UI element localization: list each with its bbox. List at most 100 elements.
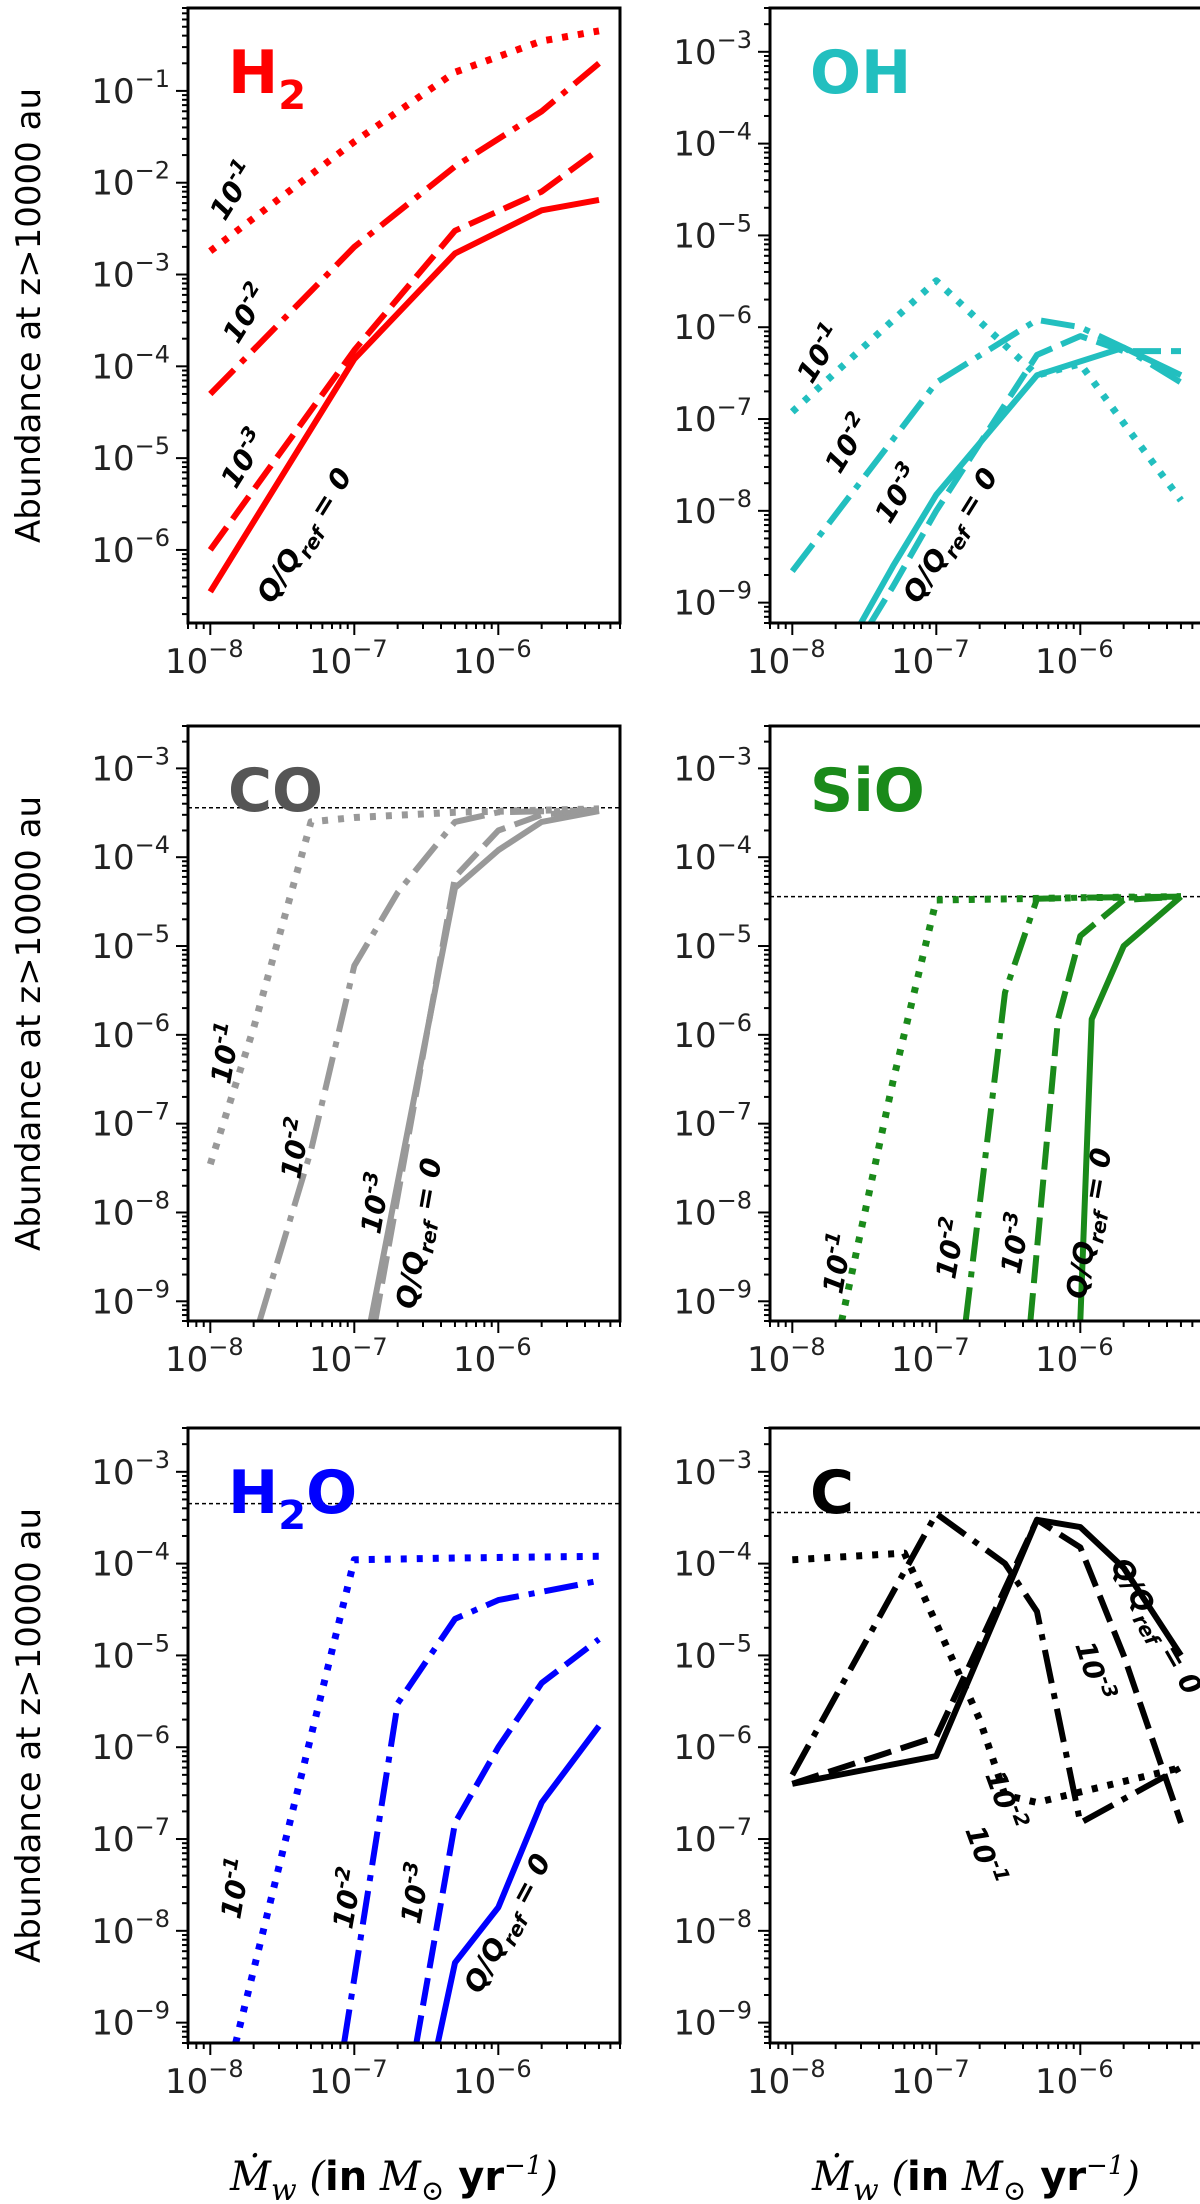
tick-base: 10 [309,642,352,682]
tick-exponent: −5 [135,1629,170,1657]
y-tick-label: 10−5 [91,920,170,967]
tick-exponent: −6 [135,1721,170,1749]
tick-base: 10 [453,2062,496,2102]
tick-base: 10 [673,1636,716,1676]
tick-base: 10 [673,1193,716,1233]
curve-label-exponent: -3 [396,1859,423,1885]
curve-label-q-sub: ref [1084,1207,1114,1245]
x-label-symbol-sub: w [271,2173,297,2204]
tick-exponent: −8 [717,1186,752,1214]
tick-base: 10 [91,164,134,204]
tick-base: 10 [673,125,716,165]
curve-label-exp1: 10-1 [199,154,264,226]
y-tick-label: 10−1 [91,65,170,112]
series-group [789,1510,1184,1826]
y-tick-label: 10−9 [673,1275,752,1322]
tick-exponent: −7 [717,1098,752,1126]
species-title: C [810,1458,854,1528]
tick-base: 10 [891,642,934,682]
tick-base: 10 [673,492,716,532]
tick-base: 10 [91,1016,134,1056]
curve-label-exponent: -1 [216,1854,243,1880]
x-tick-label: 10−6 [1035,635,1114,682]
tick-exponent: −9 [717,1997,752,2025]
tick-exponent: −5 [135,920,170,948]
tick-base: 10 [91,1193,134,1233]
tick-exponent: −4 [717,831,752,859]
y-tick-label: 10−9 [673,577,752,624]
panel-oh: 10−910−810−710−610−510−410−310−8 10−7 10−6… [673,6,1200,682]
curve-label-base: 10 [868,478,917,529]
tick-exponent: −1 [135,65,170,93]
tick-base: 10 [91,1636,134,1676]
species-title-subscript: 2 [278,73,306,119]
panel-co: 10−910−810−710−610−510−410−310−8 10−7 10−6… [9,724,622,1380]
series-line-10-1 [838,893,1182,1321]
species-title: CO [228,756,323,826]
x-tick-label: 10−7 [891,2055,970,2102]
tick-exponent: −6 [1078,1333,1113,1361]
y-tick-label: 10−5 [91,432,170,479]
x-label-open: ( [297,2154,327,2200]
curve-label-q-tail: = 0 [1075,1145,1118,1212]
tick-base: 10 [453,1340,496,1380]
tick-base: 10 [891,2062,934,2102]
tick-exponent: −4 [135,1538,170,1566]
tick-base: 10 [673,308,716,348]
tick-exponent: −6 [717,1009,752,1037]
y-tick-label: 10−3 [91,742,170,789]
tick-base: 10 [673,400,716,440]
y-tick-label: 10−8 [673,485,752,532]
x-label-yr: yr [444,2154,504,2200]
tick-base: 10 [673,1728,716,1768]
y-tick-label: 10−3 [673,742,752,789]
curve-label-q0: Q/Qref = 0 [457,1848,563,2001]
y-tick-label: 10−3 [91,249,170,296]
series-line-10-1 [792,1549,1182,1806]
tick-base: 10 [673,749,716,789]
tick-exponent: −3 [717,1446,752,1474]
tick-base: 10 [747,642,790,682]
tick-base: 10 [91,72,134,112]
curve-label-base: 10 [274,1137,313,1181]
series-group [789,277,1184,623]
tick-base: 10 [1035,642,1078,682]
tick-exponent: −7 [352,1333,387,1361]
tick-exponent: −8 [208,2055,243,2083]
tick-exponent: −7 [352,635,387,663]
y-tick-label: 10−4 [91,1538,170,1585]
axes-frame [186,724,622,1323]
tick-base: 10 [91,1728,134,1768]
x-label-yr: yr [1026,2154,1086,2200]
tick-base: 10 [673,1282,716,1322]
x-label-in: in [907,2154,949,2200]
tick-base: 10 [91,1912,134,1952]
species-title-subscript: 2 [278,1493,306,1539]
tick-base: 10 [91,256,134,296]
x-label-msun: M [367,2154,422,2200]
tick-exponent: −7 [135,1813,170,1841]
curve-label-base: 10 [816,1252,855,1296]
x-tick-label: 10−8 [747,2055,826,2102]
curve-label-exp2: 10-2 [269,1114,317,1181]
curve-label-exp3: 10-3 [349,1169,397,1236]
curve-label-exponent: -1 [206,1019,233,1045]
series-line-10-1 [232,1552,600,2043]
curve-label-exp2: 10-2 [321,1864,369,1931]
panel-h2o: 10−910−810−710−610−510−410−310−8 10−7 10−6… [9,1426,622,2204]
x-tick-label: 10−6 [453,2055,532,2102]
series-line-q-qref-0 [434,1724,602,2043]
tick-exponent: −7 [934,2055,969,2083]
tick-exponent: −6 [135,524,170,552]
x-label-msun-sub: ⊙ [1003,2174,1026,2204]
y-tick-label: 10−9 [91,1275,170,1322]
tick-base: 10 [673,33,716,73]
series-line-10-2 [208,61,601,397]
curve-label-exponent: -3 [996,1209,1023,1235]
curve-label-exp2: 10-2 [924,1214,972,1281]
curve-label-exp1: 10-1 [209,1854,257,1921]
tick-base: 10 [91,2004,134,2044]
tick-base: 10 [673,2004,716,2044]
curve-label-exponent: -2 [328,1864,355,1890]
tick-exponent: −7 [135,1098,170,1126]
